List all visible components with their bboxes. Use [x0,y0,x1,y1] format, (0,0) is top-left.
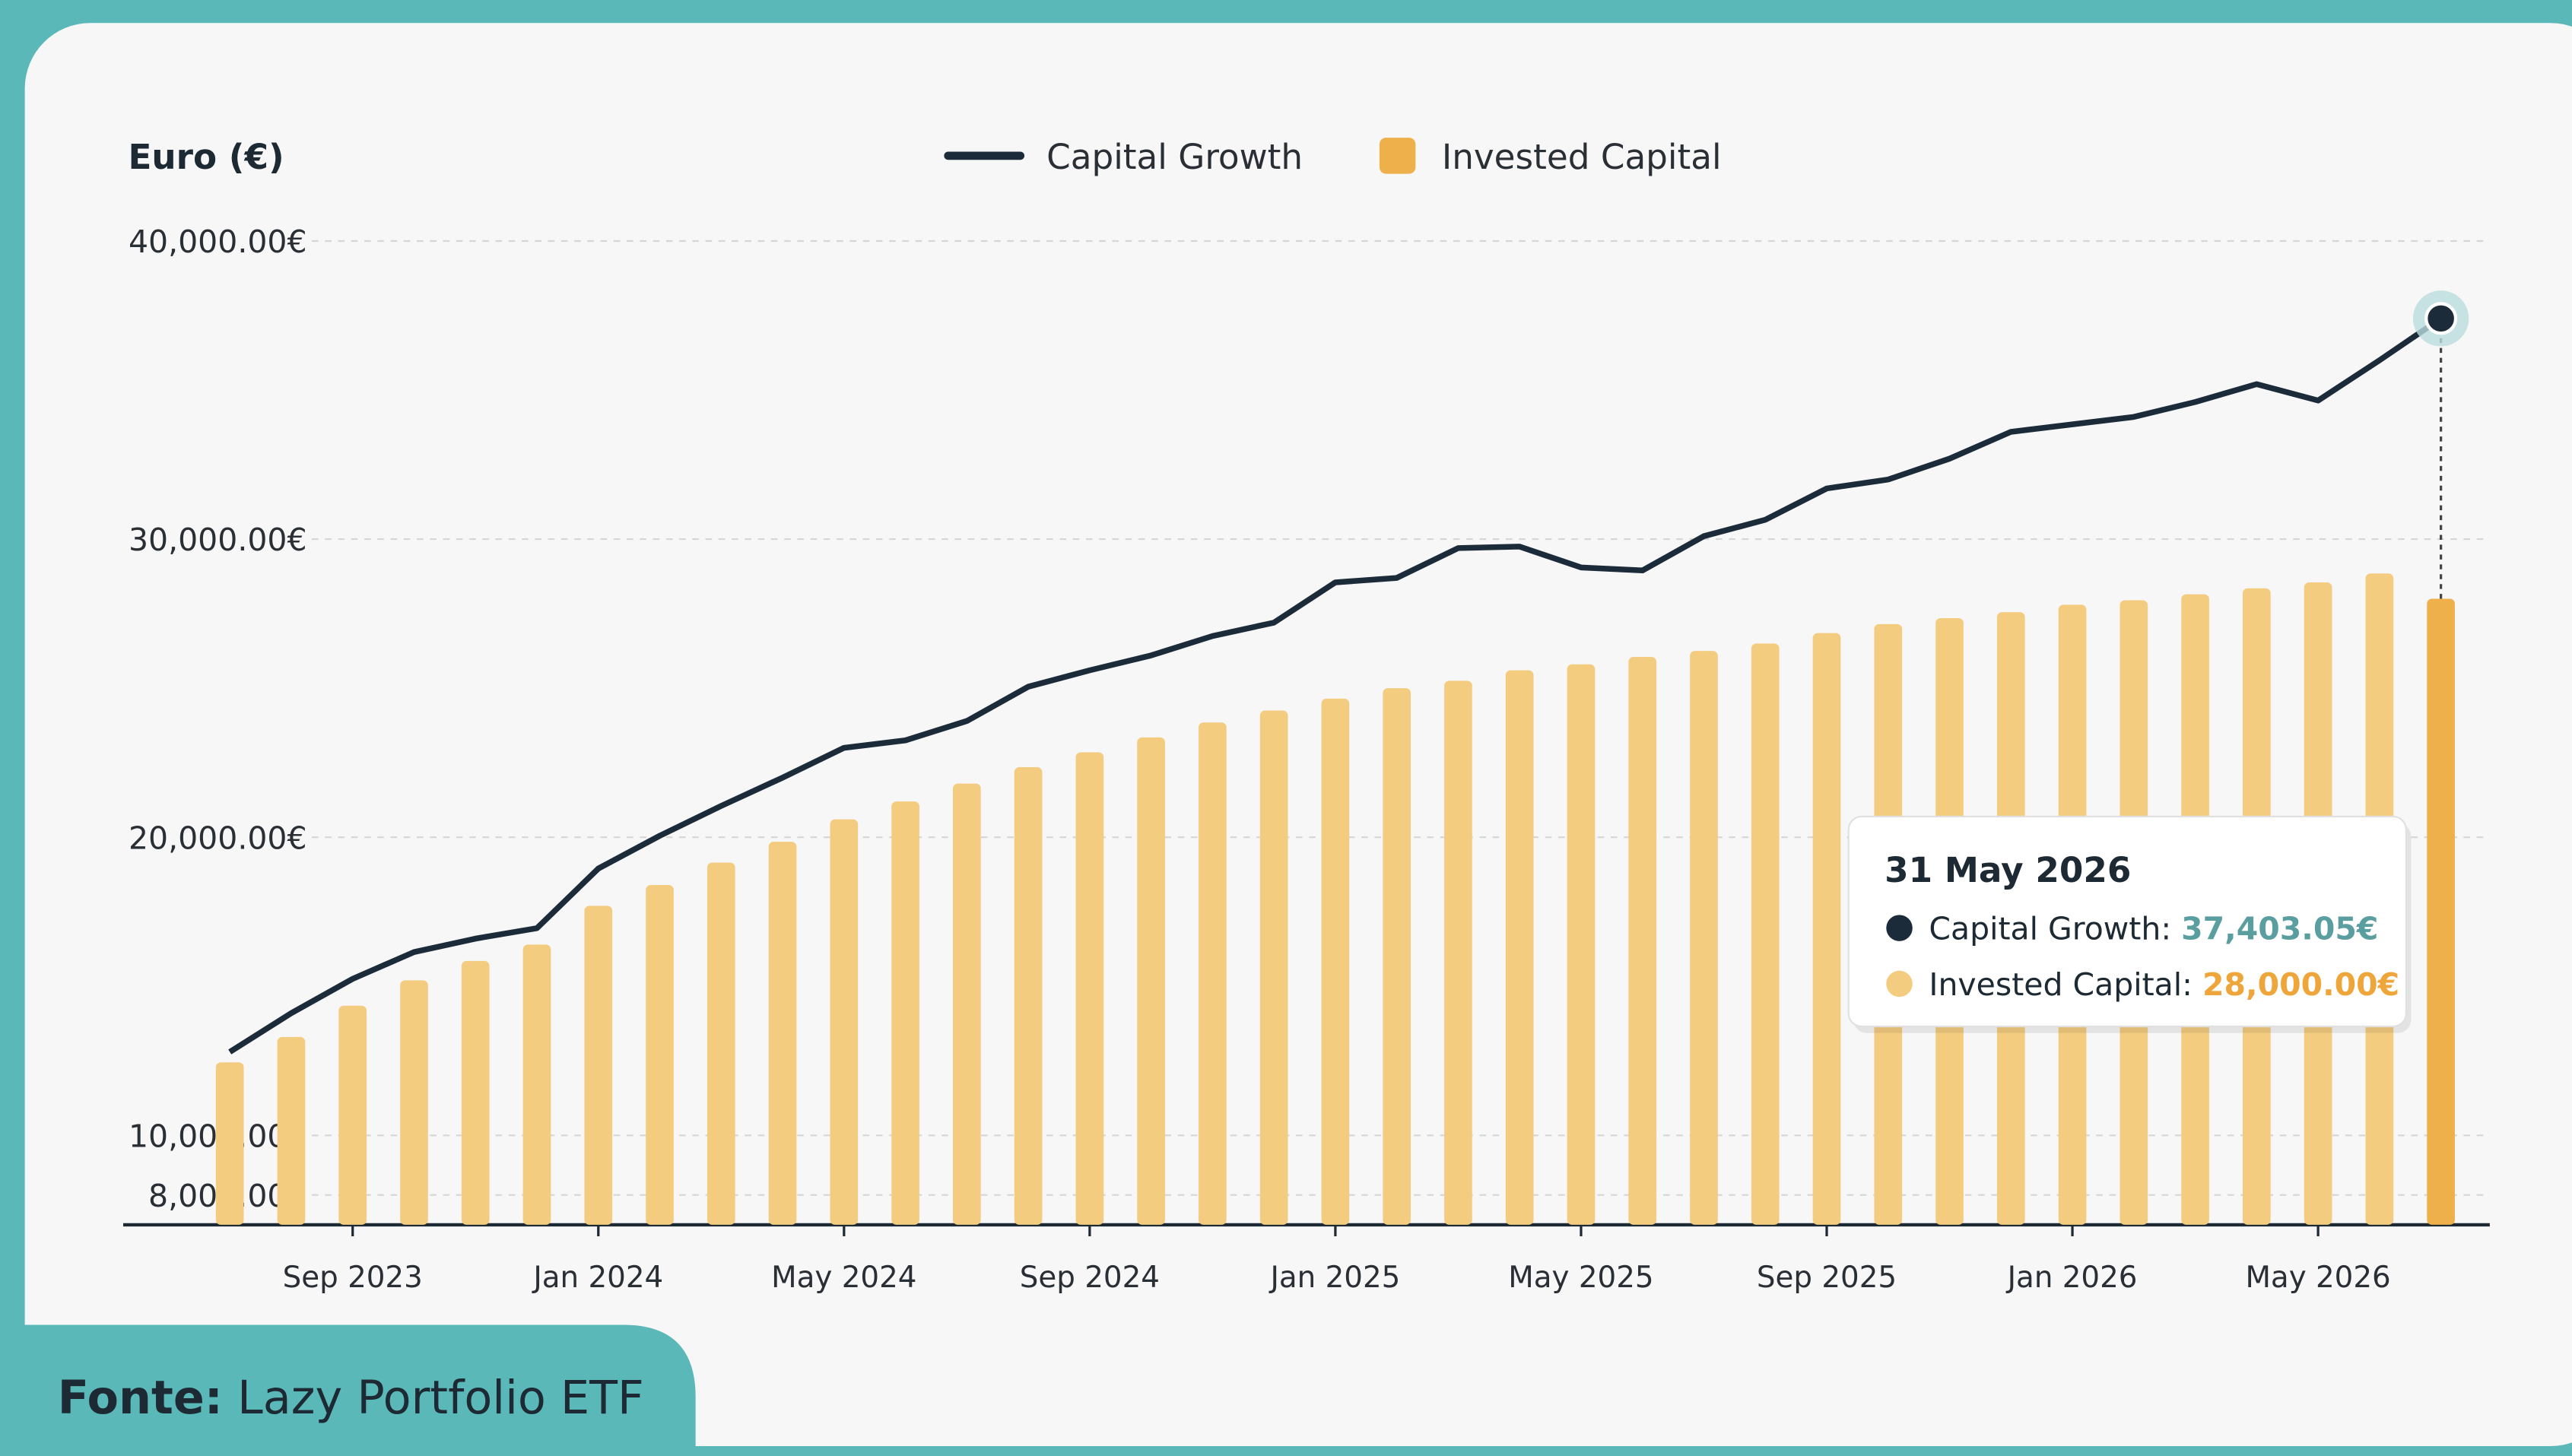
tooltip-label: Capital Growth: [1929,911,2171,947]
y-axis-label: Euro (€) [128,137,284,177]
footer-tab [0,1324,696,1456]
line [228,316,2443,1055]
bar [461,960,490,1225]
legend-label: Invested Capital [1442,137,1722,177]
footer: Fonte: Lazy Portfolio ETF [58,1372,644,1425]
bar [1812,633,1841,1225]
tooltip-box [1847,815,2407,1028]
bar [646,884,674,1225]
tooltip-label: Invested Capital: [1929,966,2193,1003]
x-tick-label: Sep 2025 [1757,1261,1897,1295]
bar [953,783,981,1225]
x-tick-label: May 2024 [771,1261,916,1295]
bar [707,862,735,1225]
tooltip-date: 31 May 2026 [1885,850,2131,890]
bar [1505,670,1534,1225]
y-tick-label: 40,000.00€ [129,224,307,260]
tooltip-row: Capital Growth: 37,403.05€ [1929,911,2378,947]
bar [338,1005,367,1225]
bar [1321,698,1350,1225]
bar [1137,737,1165,1225]
bar [522,944,551,1225]
bar [1628,656,1657,1225]
tooltip-value: 37,403.05€ [2181,911,2378,947]
bar [891,801,919,1225]
y-tick-label: 20,000.00€ [129,820,307,856]
bar [1751,643,1780,1225]
legend-label: Capital Growth [1046,137,1303,177]
x-tick-label: Jan 2025 [1268,1261,1400,1295]
bar [400,980,428,1225]
bar [1259,710,1288,1225]
tooltip: 31 May 2026 Capital Growth: 37,403.05€ Inv… [1847,815,2412,1033]
x-tick-label: Jan 2026 [2005,1261,2138,1295]
x-tick-label: Sep 2024 [1020,1261,1160,1295]
bar [830,819,859,1225]
bar [584,906,613,1225]
tooltip-value: 28,000.00€ [2202,966,2399,1003]
x-tick-label: Sep 2023 [283,1261,423,1295]
bar [2427,598,2455,1225]
legend-swatch [1379,138,1416,174]
tooltip-row: Invested Capital: 28,000.00€ [1929,966,2399,1003]
footer-text: Lazy Portfolio ETF [237,1372,644,1425]
bar [277,1036,306,1225]
bar [1199,722,1227,1225]
footer-label: Fonte: [58,1372,223,1425]
bar [1444,680,1472,1225]
bar [1014,767,1043,1225]
bar [1690,651,1718,1225]
bar [1383,688,1411,1225]
bar [1075,752,1104,1225]
y-tick-label: 30,000.00€ [129,522,307,558]
tooltip-dot [1886,915,1913,941]
bar [768,842,797,1225]
x-tick-label: May 2025 [1508,1261,1653,1295]
x-tick-label: May 2026 [2245,1261,2390,1295]
bar [215,1062,244,1225]
x-tick-label: Jan 2024 [531,1261,663,1295]
tooltip-dot [1886,970,1913,998]
point [2424,302,2458,335]
bar [1567,664,1596,1225]
